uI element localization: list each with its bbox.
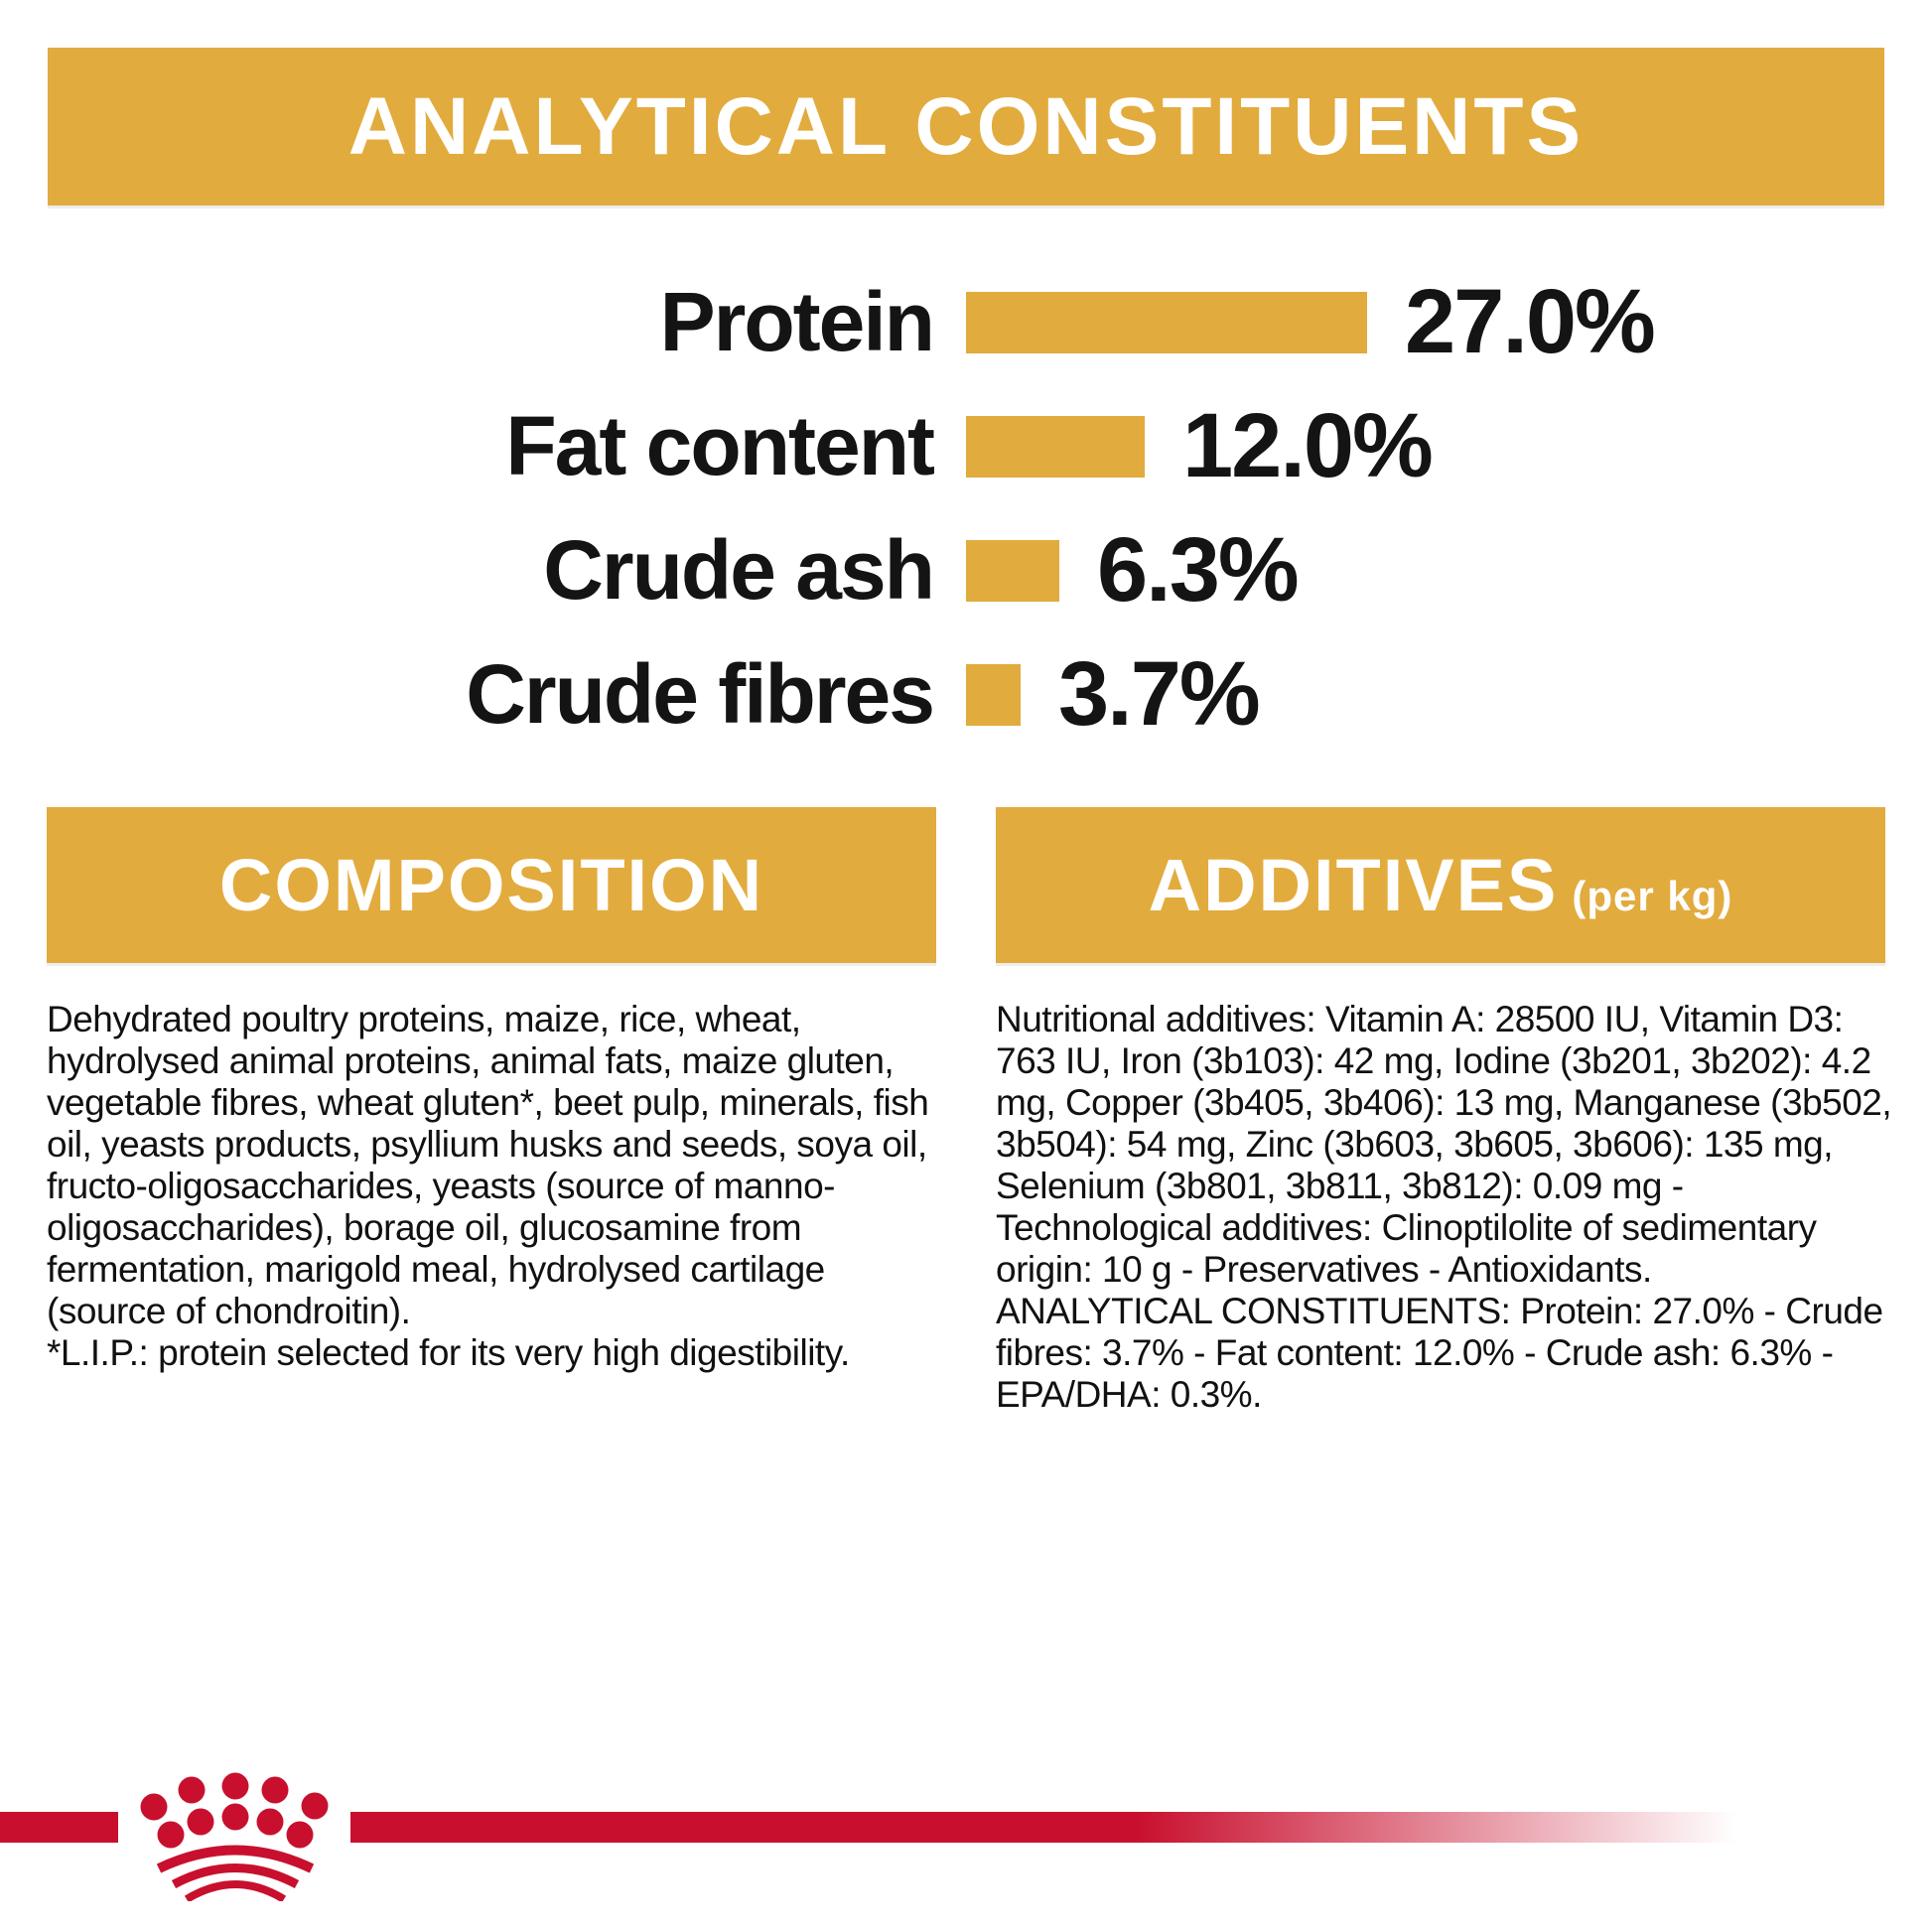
chart-row: Crude fibres 3.7% — [0, 632, 1932, 757]
chart-value-label: 12.0% — [1182, 395, 1434, 496]
chart-row: Fat content 12.0% — [0, 384, 1932, 508]
chart-value-label: 27.0% — [1405, 271, 1656, 372]
composition-text: Dehydrated poultry proteins, maize, rice… — [47, 999, 945, 1374]
additives-paragraph: Nutritional additives: Vitamin A: 28500 … — [996, 999, 1892, 1290]
chart-category-label: Crude fibres — [466, 647, 935, 741]
analytical-constituents-title: ANALYTICAL CONSTITUENTS — [347, 80, 1585, 172]
additives-text: Nutritional additives: Vitamin A: 28500 … — [996, 999, 1899, 1416]
chart-value-label: 6.3% — [1097, 519, 1300, 621]
red-stripe-left — [0, 1812, 118, 1843]
analytical-constituents-chart: Protein 27.0% Fat content 12.0% Crude as… — [0, 260, 1932, 757]
composition-paragraph: Dehydrated poultry proteins, maize, rice… — [47, 999, 929, 1331]
composition-lip-note: *L.I.P.: protein selected for its very h… — [47, 1332, 850, 1373]
chart-bar — [966, 663, 1021, 726]
additives-analytical-summary: ANALYTICAL CONSTITUENTS: Protein: 27.0% … — [996, 1291, 1883, 1415]
royal-canin-crown-logo-icon — [140, 1772, 329, 1901]
chart-bar — [966, 539, 1059, 602]
chart-value-label: 3.7% — [1058, 643, 1261, 745]
chart-category-label: Protein — [659, 275, 935, 368]
chart-bar — [966, 291, 1367, 353]
chart-category-label: Crude ash — [543, 523, 935, 617]
additives-title-group: ADDITIVES (per kg) — [1149, 848, 1733, 922]
additives-title: ADDITIVES — [1148, 843, 1559, 926]
chart-category-label: Fat content — [505, 399, 935, 492]
additives-banner: ADDITIVES (per kg) — [996, 807, 1885, 963]
analytical-constituents-banner: ANALYTICAL CONSTITUENTS — [48, 48, 1884, 206]
red-stripe-right — [350, 1812, 1780, 1843]
chart-row: Crude ash 6.3% — [0, 508, 1932, 632]
composition-banner: COMPOSITION — [47, 807, 936, 963]
additives-title-suffix: (per kg) — [1572, 872, 1733, 919]
chart-bar — [966, 415, 1145, 478]
composition-title: COMPOSITION — [218, 843, 764, 926]
chart-row: Protein 27.0% — [0, 260, 1932, 384]
